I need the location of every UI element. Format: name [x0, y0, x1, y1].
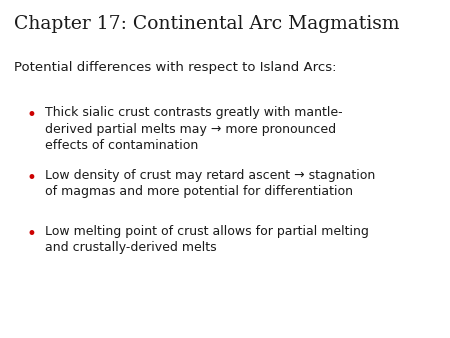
Text: •: •: [27, 225, 36, 243]
Text: Low melting point of crust allows for partial melting
and crustally-derived melt: Low melting point of crust allows for pa…: [45, 225, 369, 254]
Text: •: •: [27, 169, 36, 187]
Text: Thick sialic crust contrasts greatly with mantle-
derived partial melts may → mo: Thick sialic crust contrasts greatly wit…: [45, 106, 342, 152]
Text: Low density of crust may retard ascent → stagnation
of magmas and more potential: Low density of crust may retard ascent →…: [45, 169, 375, 198]
Text: •: •: [27, 106, 36, 124]
Text: Potential differences with respect to Island Arcs:: Potential differences with respect to Is…: [14, 61, 336, 74]
Text: Chapter 17: Continental Arc Magmatism: Chapter 17: Continental Arc Magmatism: [14, 15, 399, 33]
